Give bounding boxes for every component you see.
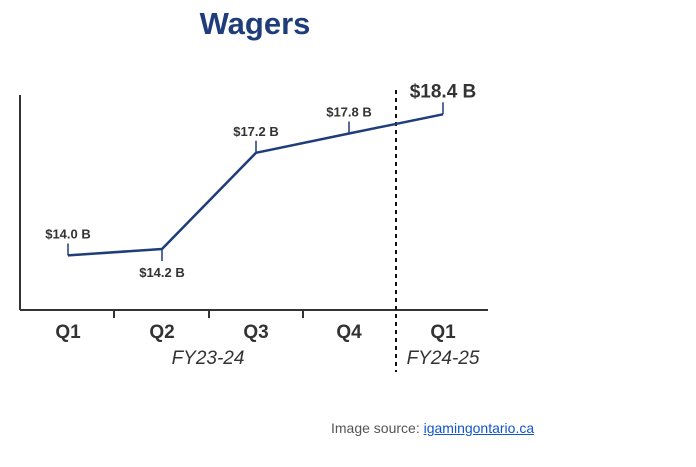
- source-link[interactable]: igamingontario.ca: [423, 420, 535, 436]
- series-line: [67, 113, 444, 257]
- x-tick-label: Q3: [243, 322, 268, 343]
- x-tick-label: Q1: [430, 322, 456, 343]
- data-label: $14.2 B: [139, 265, 185, 280]
- data-label: $17.2 B: [233, 124, 279, 139]
- source-prefix: Image source:: [331, 420, 424, 436]
- fiscal-year-label: FY23-24: [172, 348, 245, 369]
- fiscal-year-label: FY24-25: [407, 348, 480, 369]
- x-tick-label: Q1: [55, 322, 81, 343]
- x-tick-label: Q4: [336, 322, 362, 343]
- data-label: $17.8 B: [326, 105, 372, 120]
- chart-title: Wagers: [199, 6, 311, 41]
- x-tick-label: Q2: [149, 322, 174, 343]
- wagers-line-chart: $14.0 B $14.2 B $17.2 B $17.8 B $18.4 B Q1 Q2 Q…: [19, 81, 488, 372]
- image-source: Image source: igamingontario.ca: [331, 420, 534, 436]
- data-label: $18.4 B: [410, 81, 477, 102]
- data-label: $14.0 B: [45, 226, 91, 241]
